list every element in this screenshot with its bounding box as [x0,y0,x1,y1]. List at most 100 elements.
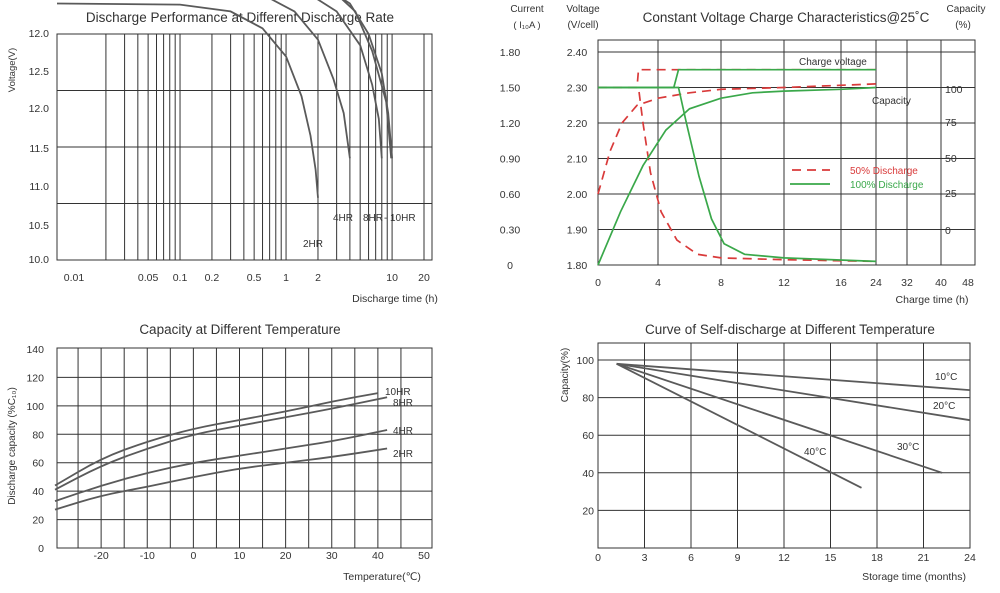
charge-capacity-title: Capacity [947,4,986,15]
charge-xtick: 32 [901,277,913,289]
charge-xtick: 24 [870,277,882,289]
charge-voltage-annotation: Charge voltage [799,57,867,68]
charge-voltage-tick: 2.10 [567,154,588,166]
charge-voltage-tick: 2.00 [567,189,588,201]
selfdischarge-curve-labels: 10°C 20°C 30°C 40°C [804,372,957,458]
temperature-ytick: 60 [32,458,44,470]
charge-capacity-tick: 0 [945,225,951,237]
discharge-label-8hr: 8HR [363,213,383,224]
discharge-curve-12-5-baseline [341,0,393,159]
charge-xtick: 40 [935,277,947,289]
discharge-ytick: 12.5 [29,66,50,78]
discharge-label-sep: - [384,213,387,224]
charge-xtick: 12 [778,277,790,289]
charge-voltage-tick: 2.20 [567,118,588,130]
temperature-curve-2hr [54,447,388,511]
selfdischarge-ytick: 100 [576,355,594,367]
charge-voltage-tick: 2.30 [567,83,588,95]
charge-capacity-tick: 100 [945,84,963,96]
charge-capacity-tick: 25 [945,188,957,200]
discharge-xlabel: Discharge time (h) [352,293,438,305]
charge-xtick: 8 [718,277,724,289]
capacity-annotation: Capacity [872,96,911,107]
temperature-frame [56,347,433,549]
charge-curve-100-discharge-charge-voltage [598,68,876,89]
discharge-ytick: 11.5 [29,143,49,155]
selfdischarge-xtick: 0 [595,552,601,564]
charge-current-title: Current [510,4,544,15]
charge-xtick: 4 [655,277,661,289]
discharge-series [56,0,393,198]
temperature-ytick: 140 [26,344,44,356]
discharge-curve-labels: 2HR 4HR 8HR - 10HR [303,213,416,250]
discharge-curve-4hr [270,0,351,159]
legend-50-label: 50% Discharge [850,166,918,177]
discharge-label-2hr: 2HR [303,239,323,250]
selfdischarge-label-20c: 20°C [933,401,955,412]
charge-xlabel: Charge time (h) [896,294,969,306]
charge-curve-100-discharge-current [598,86,877,263]
discharge-xtick: 10 [386,272,398,284]
temperature-xtick: 20 [280,550,292,562]
discharge-xtick: 0.5 [247,272,262,284]
selfdischarge-xtick: 6 [688,552,694,564]
charge-capacity-unit: (%) [955,20,971,31]
discharge-label-10hr: 10HR [390,213,416,224]
selfdischarge-ytick: 20 [582,505,594,517]
selfdischarge-xlabel: Storage time (months) [862,571,966,583]
temperature-ytick: 40 [32,486,44,498]
discharge-ytick: 12.0 [29,28,50,40]
temperature-curve-labels: 10HR 8HR 4HR 2HR [385,387,413,460]
discharge-xtick: 1 [283,272,289,284]
temperature-xtick: -20 [94,550,109,562]
temperature-ylabel: Discharge capacity (%C₁₀) [7,387,18,505]
discharge-ytick: 12.0 [29,103,50,115]
charge-current-tick: 0.60 [500,189,521,201]
temperature-chart: Capacity at Different Temperature Discha… [7,322,433,583]
discharge-label-4hr: 4HR [333,213,353,224]
charge-curve-100-discharge-capacity [597,86,877,266]
charge-voltage-tick: 1.80 [567,260,588,272]
charge-chart: Constant Voltage Charge Characteristics@… [500,4,986,306]
discharge-xtick: 20 [418,272,430,284]
temperature-grid [56,347,433,549]
discharge-ylabel: Voltage(V) [7,48,18,92]
charge-ticks: 0 0.30 0.60 0.90 1.20 1.50 1.80 1.80 1.9… [500,47,974,289]
selfdischarge-label-30c: 30°C [897,442,919,453]
selfdischarge-grid [597,342,971,549]
temperature-label-4hr: 4HR [393,426,413,437]
charge-voltage-title: Voltage [566,4,600,15]
discharge-chart: Discharge Performance at Different Disch… [7,0,438,305]
temperature-curve-10hr [54,392,379,487]
legend-100-label: 100% Discharge [850,180,924,191]
charge-current-tick: 0 [507,260,513,272]
charge-series [597,68,877,266]
selfdischarge-xtick: 9 [735,552,741,564]
temperature-label-2hr: 2HR [393,449,413,460]
temperature-series [54,392,388,511]
selfdischarge-ytick: 40 [582,468,594,480]
selfdischarge-line-20c [616,362,971,422]
selfdischarge-label-40c: 40°C [804,447,826,458]
temperature-ytick: 20 [32,515,44,527]
selfdischarge-series [616,362,971,489]
charge-title: Constant Voltage Charge Characteristics@… [643,10,930,25]
charge-curve-50-discharge-charge-voltage [598,68,876,89]
temperature-xtick: 10 [234,550,246,562]
selfdischarge-xtick: 21 [918,552,930,564]
discharge-curve-8hr [317,0,383,159]
discharge-ticks: 10.0 10.5 11.0 11.5 12.0 12.5 12.0 0.01 … [29,28,430,284]
temperature-ytick: 120 [26,372,44,384]
charge-grid [597,39,976,266]
charge-current-tick: 0.30 [500,225,521,237]
charge-current-tick: 1.50 [500,83,521,95]
selfdischarge-xtick: 3 [642,552,648,564]
selfdischarge-xtick: 18 [871,552,883,564]
temperature-xtick: 0 [190,550,196,562]
charge-curve-50-discharge-current [598,86,877,263]
charge-frame [597,39,976,266]
temperature-ytick: 80 [32,429,44,441]
selfdischarge-ytick: 60 [582,430,594,442]
charge-xtick: 48 [962,277,974,289]
selfdischarge-title: Curve of Self-discharge at Different Tem… [645,322,935,337]
